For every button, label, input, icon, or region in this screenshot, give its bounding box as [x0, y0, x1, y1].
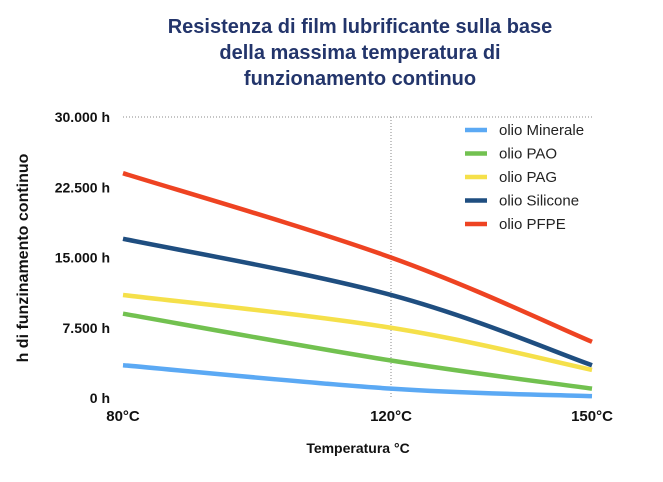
series-line	[122, 362, 593, 399]
chart-title: Resistenza di film lubrificante sulla ba…	[100, 14, 620, 92]
legend-label: olio Minerale	[499, 122, 584, 139]
series-lines	[122, 171, 593, 399]
legend-label: olio PAO	[499, 146, 557, 163]
y-axis-ticks: 0 h 7.500 h 15.000 h 22.500 h 30.000 h	[55, 109, 110, 406]
y-tick-label: 7.500 h	[63, 320, 110, 336]
grid	[123, 116, 592, 398]
chart-title-line: della massima temperatura di	[219, 42, 501, 64]
x-tick-label: 120°C	[370, 408, 412, 425]
y-tick-label: 22.500 h	[55, 179, 110, 195]
y-tick-label: 15.000 h	[55, 250, 110, 266]
legend-label: olio Silicone	[499, 193, 579, 210]
x-tick-label: 150°C	[571, 408, 613, 425]
x-axis-title: Temperatura °C	[306, 440, 409, 456]
chart-title-line: Resistenza di film lubrificante sulla ba…	[167, 16, 553, 38]
series-line	[122, 292, 593, 373]
legend: olio Minerale olio PAO olio PAG olio Silico…	[465, 122, 584, 233]
chart-title-line: funzionamento continuo	[243, 68, 477, 90]
y-tick-label: 30.000 h	[55, 109, 110, 125]
legend-label: olio PFPE	[499, 216, 566, 233]
series-line	[122, 171, 593, 344]
y-axis-title: h di funzinamento continuo	[15, 153, 32, 362]
series-line	[122, 311, 593, 391]
x-axis-ticks: 80°C 120°C 150°C	[106, 408, 613, 425]
y-tick-label: 0 h	[90, 390, 110, 406]
x-tick-label: 80°C	[106, 408, 140, 425]
legend-label: olio PAG	[499, 169, 557, 186]
series-line	[122, 236, 593, 368]
